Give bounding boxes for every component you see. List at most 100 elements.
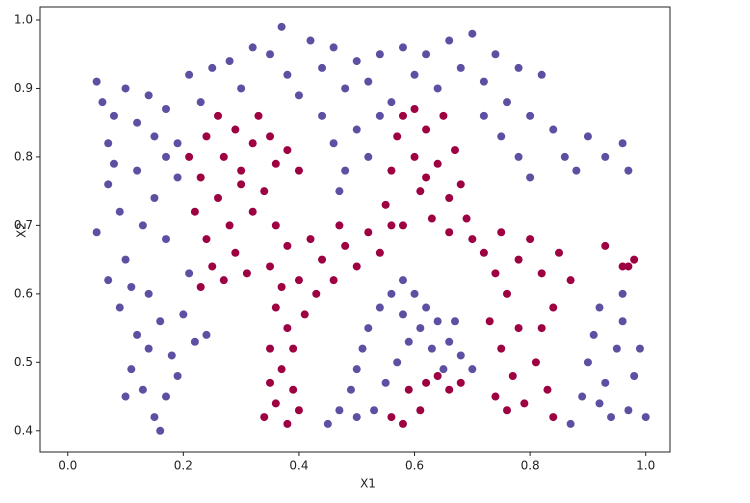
point <box>260 187 269 196</box>
point <box>491 269 500 278</box>
point <box>162 152 170 161</box>
point <box>341 166 350 175</box>
point <box>398 221 407 230</box>
point <box>248 43 257 52</box>
y-tick-label: 0.9 <box>14 81 33 95</box>
point <box>266 132 275 141</box>
point <box>352 262 361 271</box>
point <box>479 248 488 257</box>
point <box>150 132 159 141</box>
point <box>283 146 292 155</box>
point <box>439 111 448 120</box>
point <box>98 98 107 107</box>
point <box>335 406 344 415</box>
x-tick-label: 0.2 <box>174 459 193 473</box>
point <box>294 91 303 100</box>
point <box>491 50 500 59</box>
point <box>266 344 275 353</box>
point <box>387 413 396 422</box>
point <box>416 187 425 196</box>
point <box>231 125 240 134</box>
point <box>341 241 350 250</box>
point <box>260 413 269 422</box>
point <box>433 317 442 326</box>
point <box>422 50 431 59</box>
point <box>410 70 419 79</box>
point <box>520 399 529 408</box>
point <box>237 166 246 175</box>
point <box>185 70 194 79</box>
point <box>121 255 130 264</box>
point <box>601 241 610 250</box>
point <box>641 413 650 422</box>
point <box>549 303 558 312</box>
point <box>398 276 407 285</box>
x-tick-label: 0.6 <box>405 459 424 473</box>
x-tick-label: 0.0 <box>58 459 77 473</box>
point <box>162 392 170 401</box>
point <box>445 194 454 203</box>
point <box>398 419 407 428</box>
point <box>277 365 286 374</box>
point <box>410 289 419 298</box>
point <box>318 255 327 264</box>
point <box>242 269 251 278</box>
point <box>497 344 506 353</box>
point <box>497 132 506 141</box>
point <box>109 159 118 168</box>
point <box>179 310 188 319</box>
point <box>254 111 263 120</box>
point <box>543 385 552 394</box>
point <box>133 330 142 339</box>
point <box>503 98 512 107</box>
point <box>266 262 275 271</box>
y-tick-label: 0.5 <box>14 355 33 369</box>
point <box>248 139 257 148</box>
point <box>219 152 228 161</box>
point <box>572 166 581 175</box>
point <box>468 235 477 244</box>
point <box>162 235 170 244</box>
y-tick-label: 0.6 <box>14 286 33 300</box>
point <box>456 63 465 72</box>
point <box>266 378 275 387</box>
point <box>537 269 546 278</box>
point <box>468 29 477 38</box>
point <box>398 310 407 319</box>
point <box>422 173 431 182</box>
point <box>370 406 379 415</box>
point <box>225 57 234 66</box>
point <box>144 344 153 353</box>
point <box>514 152 523 161</box>
point <box>231 248 240 257</box>
point <box>329 276 338 285</box>
point <box>549 413 558 422</box>
point <box>601 152 610 161</box>
point <box>156 317 165 326</box>
point <box>618 139 627 148</box>
point <box>185 152 194 161</box>
point <box>323 419 332 428</box>
point <box>566 276 575 285</box>
point <box>393 358 402 367</box>
point <box>364 324 373 333</box>
x-tick-label: 0.4 <box>289 459 308 473</box>
point <box>618 317 627 326</box>
point <box>583 358 592 367</box>
point <box>202 235 211 244</box>
point <box>248 207 257 216</box>
point <box>144 91 153 100</box>
point <box>150 413 159 422</box>
point <box>618 289 627 298</box>
point <box>127 283 136 292</box>
point <box>306 235 315 244</box>
point <box>352 57 361 66</box>
point <box>104 276 113 285</box>
point <box>624 166 633 175</box>
point <box>202 330 211 339</box>
point <box>595 399 604 408</box>
point <box>514 255 523 264</box>
point <box>514 63 523 72</box>
point <box>352 365 361 374</box>
